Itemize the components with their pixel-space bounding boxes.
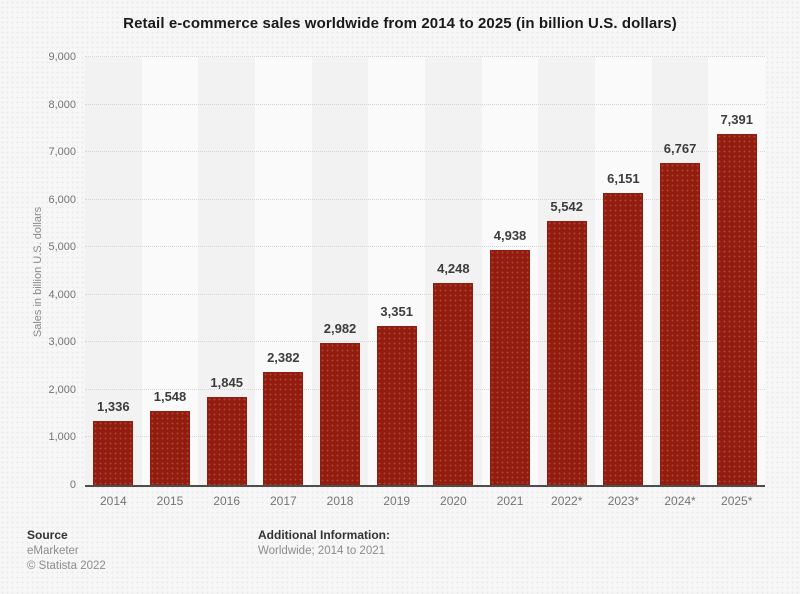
- bar: [546, 221, 587, 485]
- column-band: 6,767: [651, 57, 709, 485]
- x-tick-label: 2023*: [607, 494, 640, 508]
- y-tick-label: 9,000: [48, 51, 76, 63]
- column-band: 1,548: [141, 57, 199, 485]
- bar-value-label: 3,351: [380, 303, 413, 319]
- bar-value-label: 6,151: [607, 170, 640, 186]
- bar: [376, 325, 417, 485]
- x-tick-label: 2014: [99, 494, 127, 508]
- bar: [150, 411, 190, 485]
- plot-area: 1,336 1,548 1,845 2,382 2,982 3,351 4,248 4,938…: [48, 51, 766, 491]
- bar-value-label: 7,391: [720, 111, 753, 127]
- y-tick-label: 6,000: [48, 193, 76, 206]
- x-tick-label: 2016: [213, 494, 241, 508]
- column-band: 5,542: [538, 57, 596, 485]
- column-band: 1,336: [85, 57, 142, 485]
- x-tick-label: 2022*: [551, 494, 583, 508]
- x-tick-label: 2024*: [664, 494, 696, 508]
- chart-title: Retail e-commerce sales worldwide from 2…: [123, 15, 677, 32]
- footer-copyright: © Statista 2022: [27, 560, 106, 572]
- gridline: [85, 436, 765, 438]
- bar: [603, 192, 644, 485]
- footer-additional-info-value: Worldwide; 2014 to 2021: [258, 545, 386, 557]
- column-band: 4,248: [425, 57, 482, 485]
- column-band: 2,382: [255, 57, 312, 485]
- gridline: [85, 388, 765, 390]
- y-tick-label: 8,000: [48, 98, 76, 111]
- bar: [93, 421, 134, 485]
- x-tick-label: 2025*: [721, 494, 753, 508]
- y-tick-label: 4,000: [48, 288, 76, 301]
- bar-value-label: 5,542: [550, 199, 583, 215]
- x-tick-label: 2019: [383, 494, 411, 508]
- footer-source-label: Source: [27, 528, 68, 542]
- bar-value-label: 6,767: [663, 141, 697, 157]
- y-tick-label: 7,000: [48, 146, 76, 159]
- bar: [660, 163, 701, 485]
- bar: [490, 250, 531, 485]
- bar: [716, 133, 757, 485]
- bar-value-label: 2,382: [267, 349, 300, 365]
- gridline: [85, 246, 765, 248]
- y-axis-title: Sales in billion U.S. dollars: [32, 206, 44, 338]
- gridline: [85, 151, 765, 153]
- bar-value-label: 4,248: [437, 260, 470, 276]
- y-tick-label: 5,000: [48, 241, 76, 254]
- footer-additional-info-label: Additional Information:: [258, 528, 390, 542]
- bar-value-label: 2,982: [323, 321, 357, 337]
- bar-value-label: 1,336: [97, 399, 130, 415]
- gridline: [85, 56, 765, 57]
- y-tick-label: 0: [69, 479, 76, 491]
- bar: [263, 371, 304, 485]
- x-tick-label: 2021: [496, 494, 524, 508]
- x-tick-label: 2020: [440, 494, 467, 508]
- bar: [320, 343, 361, 485]
- y-tick-label: 3,000: [48, 336, 76, 349]
- column-band: 6,151: [595, 57, 652, 485]
- bar: [433, 282, 474, 485]
- gridline: [85, 198, 765, 200]
- gridline: [85, 103, 765, 105]
- x-axis: 2014 2015 2016 2017 2018 2019 2020 2021 2022* 202…: [85, 494, 765, 508]
- bar: [206, 397, 247, 485]
- column-band: 2,982: [311, 57, 369, 485]
- column-band: 4,938: [481, 57, 539, 485]
- y-tick-label: 2,000: [48, 383, 76, 396]
- column-band: 3,351: [368, 57, 426, 485]
- y-tick-label: 1,000: [48, 431, 76, 444]
- gridline: [85, 341, 765, 343]
- bar-value-label: 4,938: [493, 228, 527, 244]
- x-tick-label: 2017: [270, 494, 297, 508]
- x-tick-label: 2015: [156, 494, 184, 508]
- plot-column-bands: 1,336 1,548 1,845 2,382 2,982 3,351 4,248 4,938…: [85, 57, 766, 485]
- column-band: 7,391: [708, 57, 766, 485]
- bar-value-label: 1,548: [153, 389, 187, 405]
- gridline: [85, 293, 765, 295]
- footer-source-name: eMarketer: [27, 545, 79, 557]
- bar-value-label: 1,845: [210, 375, 243, 391]
- x-tick-label: 2018: [326, 494, 354, 508]
- column-band: 1,845: [198, 57, 256, 485]
